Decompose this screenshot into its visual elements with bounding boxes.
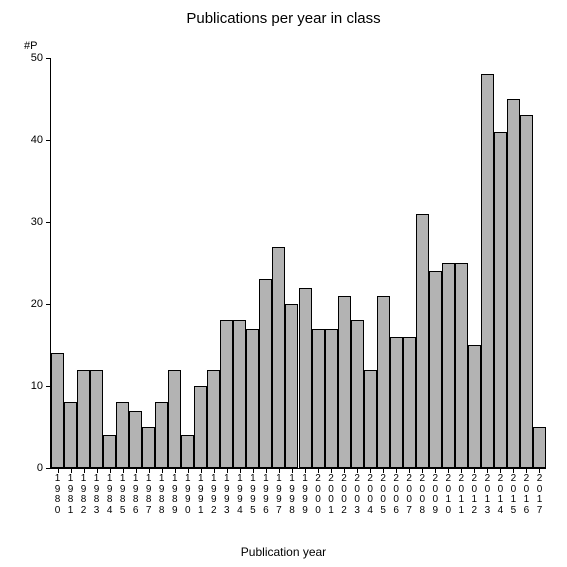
bar bbox=[90, 370, 103, 468]
bar bbox=[403, 337, 416, 468]
bar bbox=[155, 402, 168, 468]
bar bbox=[246, 329, 259, 468]
x-tick-label: 2 0 1 5 bbox=[507, 474, 520, 516]
x-tick-label: 1 9 8 5 bbox=[116, 474, 129, 516]
x-tick-label: 2 0 0 0 bbox=[312, 474, 325, 516]
x-tick-label: 1 9 8 3 bbox=[90, 474, 103, 516]
bar bbox=[390, 337, 403, 468]
x-tick-label: 1 9 8 7 bbox=[142, 474, 155, 516]
x-tick-label: 1 9 8 8 bbox=[155, 474, 168, 516]
x-tick-label: 1 9 9 8 bbox=[285, 474, 298, 516]
y-tick-label: 50 bbox=[31, 52, 43, 64]
bar bbox=[533, 427, 546, 468]
x-tick-label: 2 0 0 4 bbox=[364, 474, 377, 516]
bar bbox=[429, 271, 442, 468]
x-tick-label: 2 0 0 1 bbox=[325, 474, 338, 516]
bar bbox=[220, 320, 233, 468]
x-tick-label: 2 0 0 2 bbox=[338, 474, 351, 516]
y-tick bbox=[46, 222, 51, 223]
bar bbox=[494, 132, 507, 468]
x-tick-label: 1 9 9 4 bbox=[233, 474, 246, 516]
bar bbox=[168, 370, 181, 468]
x-tick-label: 1 9 8 0 bbox=[51, 474, 64, 516]
x-tick-label: 2 0 0 7 bbox=[403, 474, 416, 516]
x-tick-label: 2 0 1 0 bbox=[442, 474, 455, 516]
bar bbox=[481, 74, 494, 468]
bar bbox=[51, 353, 64, 468]
bar bbox=[520, 115, 533, 468]
bar bbox=[207, 370, 220, 468]
x-tick-label: 2 0 0 6 bbox=[390, 474, 403, 516]
x-tick-label: 1 9 8 6 bbox=[129, 474, 142, 516]
x-tick-label: 1 9 8 4 bbox=[103, 474, 116, 516]
bar bbox=[312, 329, 325, 468]
plot-area: 010203040501 9 8 01 9 8 11 9 8 21 9 8 31… bbox=[50, 58, 546, 469]
bar bbox=[364, 370, 377, 468]
bar bbox=[299, 288, 312, 468]
x-tick-label: 2 0 1 6 bbox=[520, 474, 533, 516]
bar bbox=[507, 99, 520, 468]
bar bbox=[194, 386, 207, 468]
bar bbox=[416, 214, 429, 468]
y-tick bbox=[46, 140, 51, 141]
x-tick-label: 1 9 9 2 bbox=[207, 474, 220, 516]
x-tick-label: 2 0 0 3 bbox=[351, 474, 364, 516]
bar bbox=[455, 263, 468, 468]
bar bbox=[181, 435, 194, 468]
y-tick-label: 10 bbox=[31, 380, 43, 392]
bar bbox=[285, 304, 298, 468]
x-tick-label: 1 9 9 0 bbox=[181, 474, 194, 516]
x-tick-label: 2 0 1 2 bbox=[468, 474, 481, 516]
bar bbox=[103, 435, 116, 468]
x-tick-label: 1 9 8 2 bbox=[77, 474, 90, 516]
y-tick bbox=[46, 304, 51, 305]
y-axis-label: #P bbox=[24, 40, 37, 52]
y-tick bbox=[46, 58, 51, 59]
x-tick-label: 1 9 9 3 bbox=[220, 474, 233, 516]
bar bbox=[142, 427, 155, 468]
x-tick-label: 2 0 0 8 bbox=[416, 474, 429, 516]
bar bbox=[272, 247, 285, 468]
bar bbox=[468, 345, 481, 468]
bar bbox=[259, 279, 272, 468]
y-tick bbox=[46, 468, 51, 469]
bar bbox=[129, 411, 142, 468]
bar bbox=[325, 329, 338, 468]
y-tick-label: 30 bbox=[31, 216, 43, 228]
x-tick-label: 1 9 9 7 bbox=[272, 474, 285, 516]
y-tick-label: 20 bbox=[31, 298, 43, 310]
bar bbox=[442, 263, 455, 468]
x-tick-label: 2 0 1 7 bbox=[533, 474, 546, 516]
bar bbox=[77, 370, 90, 468]
x-tick-label: 1 9 9 1 bbox=[194, 474, 207, 516]
x-tick-label: 1 9 9 5 bbox=[246, 474, 259, 516]
x-tick-label: 2 0 1 3 bbox=[481, 474, 494, 516]
x-tick-label: 2 0 1 1 bbox=[455, 474, 468, 516]
chart-container: Publications per year in class #P 010203… bbox=[0, 0, 567, 567]
x-tick-label: 1 9 8 9 bbox=[168, 474, 181, 516]
x-tick-label: 2 0 1 4 bbox=[494, 474, 507, 516]
x-tick-label: 1 9 9 9 bbox=[299, 474, 312, 516]
bar bbox=[64, 402, 77, 468]
bar bbox=[377, 296, 390, 468]
chart-title: Publications per year in class bbox=[0, 10, 567, 27]
bar bbox=[351, 320, 364, 468]
x-axis-label: Publication year bbox=[0, 545, 567, 559]
x-tick-label: 1 9 9 6 bbox=[259, 474, 272, 516]
bar bbox=[233, 320, 246, 468]
bar bbox=[116, 402, 129, 468]
bar bbox=[338, 296, 351, 468]
x-tick-label: 2 0 0 5 bbox=[377, 474, 390, 516]
y-tick-label: 40 bbox=[31, 134, 43, 146]
x-tick-label: 2 0 0 9 bbox=[429, 474, 442, 516]
x-tick-label: 1 9 8 1 bbox=[64, 474, 77, 516]
y-tick-label: 0 bbox=[37, 462, 43, 474]
